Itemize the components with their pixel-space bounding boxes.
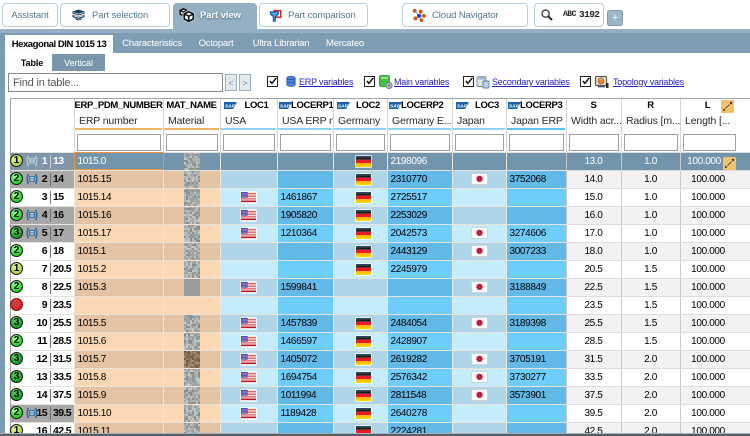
svg-text:SAP: SAP <box>224 103 235 109</box>
svg-text:SAP: SAP <box>389 103 400 109</box>
svg-text:SAP: SAP <box>279 103 290 109</box>
svg-text:SAP: SAP <box>456 103 467 109</box>
svg-text:SAP: SAP <box>337 103 348 109</box>
svg-text:SAP: SAP <box>508 103 519 109</box>
